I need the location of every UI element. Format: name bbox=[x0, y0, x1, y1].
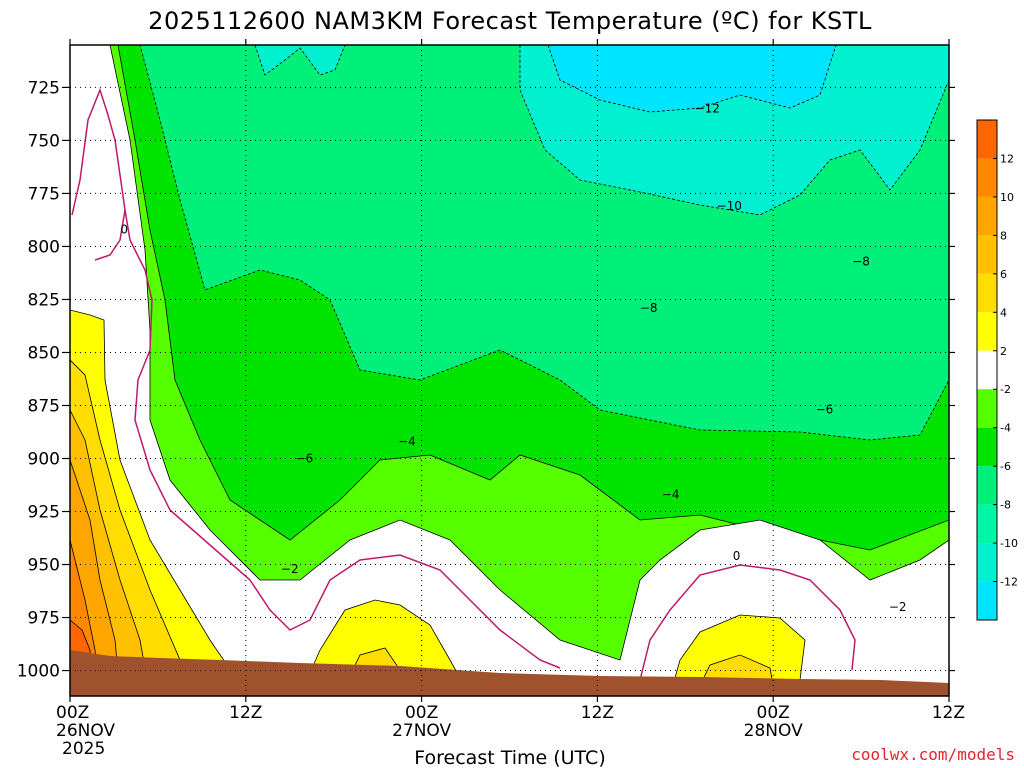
band-below-minus12 bbox=[547, 45, 837, 113]
x-tick-label: 12Z bbox=[932, 703, 965, 723]
colorbar-bin bbox=[977, 312, 997, 351]
contour-label: −8 bbox=[640, 301, 658, 315]
colorbar-tick-label: -8 bbox=[1000, 499, 1011, 512]
y-tick-label: 825 bbox=[28, 290, 60, 310]
x-tick-label: 00Z bbox=[56, 703, 89, 723]
colorbar-tick-label: -2 bbox=[1000, 383, 1011, 396]
colorbar: 12 10 8 6 4 2 -2 -4 -6 -8 -10 -12 bbox=[976, 119, 1018, 621]
colorbar-bin bbox=[977, 389, 997, 428]
colorbar-bin bbox=[977, 427, 997, 467]
colorbar-tick-label: -10 bbox=[1000, 537, 1018, 550]
y-tick-label: 750 bbox=[28, 131, 60, 151]
colorbar-tick-label: 8 bbox=[1000, 229, 1007, 242]
y-tick-label: 800 bbox=[28, 237, 60, 257]
y-tick-label: 925 bbox=[28, 503, 60, 523]
colorbar-bin bbox=[977, 235, 997, 274]
surface-terrain bbox=[70, 650, 949, 696]
x-tick-date: 28NOV bbox=[744, 721, 803, 741]
colorbar-bin bbox=[977, 196, 997, 236]
contour-label: −10 bbox=[717, 199, 742, 213]
contour-label: −2 bbox=[281, 562, 299, 576]
freezing-line-right bbox=[639, 564, 856, 681]
x-tick-label: 00Z bbox=[405, 703, 438, 723]
y-axis: 725 750 775 800 825 850 875 900 925 950 975 1000 bbox=[17, 78, 955, 682]
colorbar-tick-label: 6 bbox=[1000, 268, 1007, 281]
contour-label: −4 bbox=[662, 488, 680, 502]
colorbar-tick-label: -12 bbox=[1000, 576, 1018, 589]
colorbar-bin bbox=[977, 543, 997, 582]
contour-label: −12 bbox=[695, 102, 720, 116]
contour-label: −6 bbox=[816, 403, 834, 417]
colorbar-tick-label: 2 bbox=[1000, 345, 1007, 358]
warm-cyan-pocket bbox=[254, 45, 346, 76]
credit-text: coolwx.com/models bbox=[851, 745, 1015, 764]
contour-label: 0 bbox=[733, 549, 741, 563]
colorbar-tick-label: -6 bbox=[1000, 460, 1011, 473]
y-tick-label: 900 bbox=[28, 450, 60, 470]
y-tick-label: 775 bbox=[28, 184, 60, 204]
grid-lines bbox=[70, 45, 949, 696]
contour-label: −8 bbox=[852, 254, 870, 268]
colorbar-bin bbox=[977, 120, 997, 159]
colorbar-bin bbox=[977, 350, 997, 390]
contour-label: −2 bbox=[889, 600, 907, 614]
freezing-line-mid bbox=[94, 209, 126, 261]
colorbar-tick-label: 10 bbox=[1000, 191, 1014, 204]
contour-labels: −12 −10 −8 −8 −6 −6 −4 −4 −2 −2 0 0 bbox=[120, 102, 907, 614]
plot-area bbox=[70, 45, 949, 696]
y-tick-label: 950 bbox=[28, 556, 60, 576]
contour-label: −6 bbox=[296, 452, 314, 466]
colorbar-bin bbox=[977, 273, 997, 313]
colorbar-frame bbox=[976, 119, 998, 621]
x-tick-date: 27NOV bbox=[392, 721, 451, 741]
colorbar-tick-label: -4 bbox=[1000, 422, 1011, 435]
colorbar-bin bbox=[977, 581, 997, 620]
colorbar-tick-label: 12 bbox=[1000, 152, 1014, 165]
x-tick-date: 26NOV bbox=[56, 721, 115, 741]
y-tick-label: 975 bbox=[28, 609, 60, 629]
colorbar-tick-label: 4 bbox=[1000, 306, 1007, 319]
y-tick-label: 875 bbox=[28, 396, 60, 416]
colorbar-bin bbox=[977, 504, 997, 544]
y-tick-label: 725 bbox=[28, 78, 60, 98]
x-tick-label: 00Z bbox=[757, 703, 790, 723]
y-tick-label: 850 bbox=[28, 343, 60, 363]
x-axis-label: Forecast Time (UTC) bbox=[414, 747, 605, 768]
y-tick-label: 1000 bbox=[17, 662, 60, 682]
plot-frame bbox=[69, 44, 950, 697]
contour-label: −4 bbox=[398, 435, 416, 449]
chart-title: 2025112600 NAM3KM Forecast Temperature (… bbox=[148, 7, 872, 35]
contour-label: 0 bbox=[120, 222, 128, 236]
x-tick-label: 12Z bbox=[581, 703, 614, 723]
x-tick-label: 12Z bbox=[229, 703, 262, 723]
x-tick-year: 2025 bbox=[62, 739, 105, 759]
colorbar-bin bbox=[977, 158, 997, 197]
freezing-line-left bbox=[71, 87, 561, 669]
colorbar-bin bbox=[977, 466, 997, 505]
